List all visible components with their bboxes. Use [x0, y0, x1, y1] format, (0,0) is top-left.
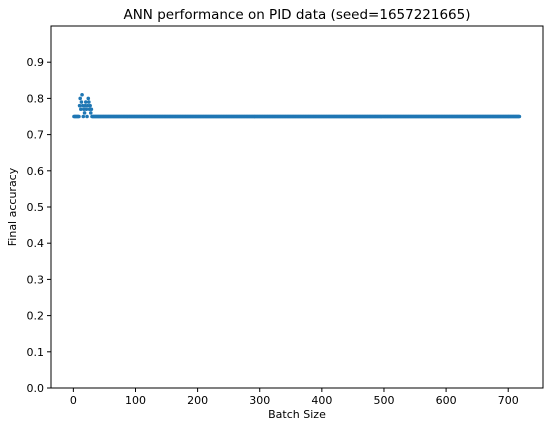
y-tick-label: 0.6	[27, 165, 45, 178]
data-point	[85, 115, 89, 119]
data-point	[86, 97, 90, 101]
data-point	[89, 111, 93, 115]
x-tick-label: 100	[125, 394, 146, 407]
data-point	[82, 115, 86, 119]
data-point	[78, 97, 82, 101]
x-tick-label: 0	[70, 394, 77, 407]
data-point	[87, 100, 91, 104]
chart-title: ANN performance on PID data (seed=165722…	[123, 7, 470, 23]
y-tick-label: 0.8	[27, 92, 45, 105]
x-tick-label: 400	[311, 394, 332, 407]
y-tick-label: 0.9	[27, 56, 45, 69]
y-axis-label: Final accuracy	[6, 167, 19, 246]
x-tick-label: 600	[436, 394, 457, 407]
x-tick-label: 200	[187, 394, 208, 407]
data-point	[80, 93, 84, 97]
data-point	[84, 100, 88, 104]
data-point	[80, 100, 84, 104]
data-point	[79, 107, 83, 111]
data-point	[90, 107, 94, 111]
y-tick-label: 0.5	[27, 201, 45, 214]
x-axis-label: Batch Size	[268, 408, 326, 421]
data-point	[85, 107, 89, 111]
data-point	[83, 111, 87, 115]
data-point	[78, 104, 82, 108]
x-tick-label: 300	[249, 394, 270, 407]
x-tick-label: 700	[498, 394, 519, 407]
y-tick-label: 0.2	[27, 310, 45, 323]
y-tick-label: 0.3	[27, 273, 45, 286]
data-point	[518, 115, 522, 119]
x-tick-label: 500	[373, 394, 394, 407]
y-tick-label: 0.1	[27, 346, 45, 359]
y-tick-label: 0.0	[27, 382, 45, 395]
y-tick-label: 0.4	[27, 237, 45, 250]
data-point	[88, 104, 92, 108]
data-point	[77, 115, 81, 119]
y-tick-label: 0.7	[27, 129, 45, 142]
